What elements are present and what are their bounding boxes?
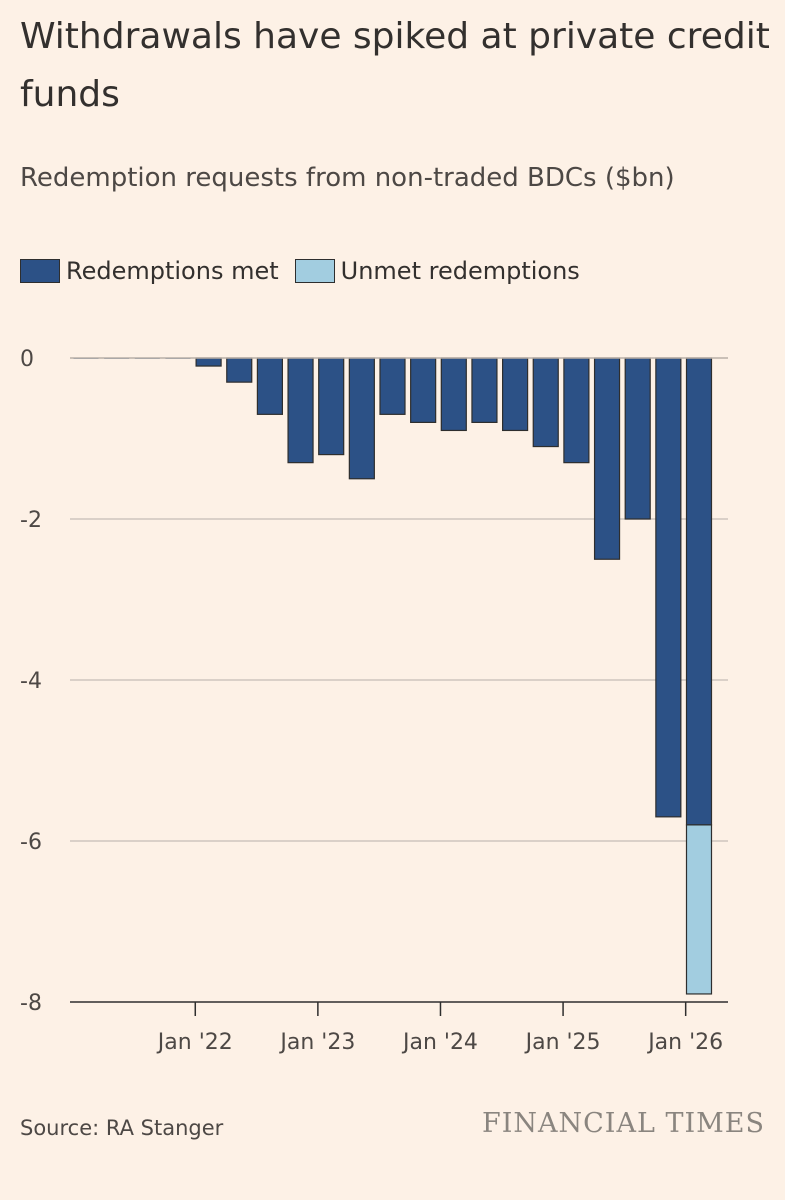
bar-redemptions-met (226, 357, 253, 383)
x-tick-label: Jan '25 (524, 1030, 601, 1055)
legend-swatch-met (20, 259, 60, 283)
bar-redemptions-met (502, 357, 529, 432)
y-tick-label: -4 (20, 669, 42, 694)
bar-redemptions-met (471, 357, 498, 424)
bar-redemptions-met (348, 357, 375, 480)
y-tick-label: -2 (20, 508, 42, 533)
legend-swatch-unmet (294, 259, 335, 283)
chart-legend: Redemptions met Unmet redemptions (20, 252, 596, 290)
bar-redemptions-met (440, 357, 467, 432)
bar-redemptions-met (624, 357, 651, 520)
legend-label-unmet: Unmet redemptions (340, 257, 580, 285)
bar-redemptions-met (256, 357, 283, 415)
bar-redemptions-met (379, 357, 406, 415)
bar-unmet-redemptions (685, 824, 713, 995)
chart-title: Withdrawals have spiked at private credi… (20, 16, 770, 115)
bar-redemptions-met (655, 357, 682, 818)
bar-redemptions-met (593, 357, 621, 560)
bar-redemptions-met (563, 357, 590, 464)
bar-redemptions-met (195, 357, 222, 367)
x-tick-label: Jan '26 (646, 1030, 723, 1055)
bar-redemptions-met (685, 357, 713, 826)
bar-redemptions-met (532, 357, 559, 448)
publisher-logo: FINANCIAL TIMES (481, 1108, 765, 1139)
bar-redemptions-met (410, 357, 437, 424)
bar-chart: 0 -2 -4 -6 -8 Jan '22 Jan '23 Jan '24 Jan '25 Jan… (20, 347, 728, 1055)
legend-label-met: Redemptions met (66, 257, 279, 285)
source-note: Source: RA Stanger (20, 1116, 224, 1140)
y-tick-label: -6 (20, 830, 42, 855)
x-tick-label: Jan '23 (278, 1030, 355, 1055)
y-tick-label: 0 (20, 347, 34, 372)
x-tick-label: Jan '24 (401, 1030, 478, 1055)
bar-redemptions-met (318, 357, 345, 456)
x-tick-label: Jan '22 (156, 1030, 233, 1055)
y-tick-label: -8 (20, 991, 42, 1016)
legend-item-unmet: Unmet redemptions (294, 257, 580, 285)
bar-redemptions-met (287, 357, 314, 464)
chart-subtitle: Redemption requests from non-traded BDCs… (20, 163, 675, 193)
legend-item-met: Redemptions met (20, 257, 279, 285)
